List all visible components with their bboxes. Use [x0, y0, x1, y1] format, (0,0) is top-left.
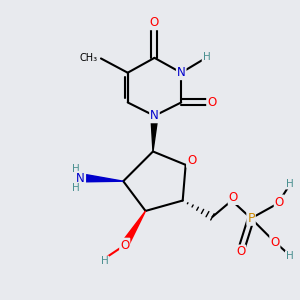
Text: H: H	[72, 164, 80, 174]
Text: P: P	[247, 212, 255, 225]
Text: CH₃: CH₃	[80, 53, 98, 63]
Text: N: N	[150, 109, 159, 122]
Text: O: O	[236, 245, 245, 258]
Polygon shape	[123, 211, 146, 244]
Polygon shape	[151, 116, 158, 152]
Text: O: O	[229, 191, 238, 204]
Text: H: H	[72, 183, 80, 193]
Text: O: O	[150, 16, 159, 29]
Text: O: O	[187, 154, 196, 167]
Text: N: N	[177, 66, 186, 79]
Text: H: H	[202, 52, 210, 62]
Text: O: O	[275, 196, 284, 208]
Text: H: H	[100, 256, 108, 266]
Polygon shape	[86, 175, 123, 182]
Text: N: N	[76, 172, 85, 185]
Text: O: O	[120, 238, 129, 252]
Text: H: H	[286, 251, 294, 261]
Text: O: O	[270, 236, 280, 249]
Text: O: O	[207, 96, 216, 109]
Text: H: H	[286, 178, 294, 189]
